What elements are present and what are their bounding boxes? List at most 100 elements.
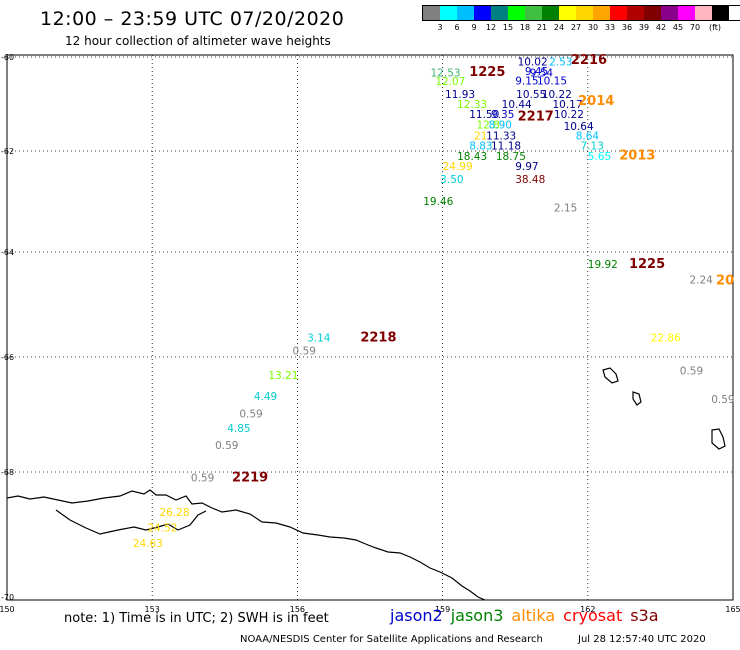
lon-label: 156 [290, 605, 305, 614]
legend-label: 24 [553, 23, 565, 32]
legend-label: 42 [655, 23, 667, 32]
legend-swatch [491, 6, 508, 20]
wave-height-value: 0.59 [215, 440, 238, 452]
wave-height-legend: 3 6 9 12 15 18 21 24 27 30 33 36 39 42 45 70 (ft) [422, 5, 740, 35]
island-2 [632, 391, 642, 406]
page-title: 12:00 – 23:59 UTC 07/20/2020 [40, 8, 345, 30]
island-1 [602, 367, 619, 384]
antarctic-coastline [6, 489, 486, 601]
wave-height-value: 38.48 [515, 174, 545, 186]
satellite-legend-item: jason2 [390, 606, 443, 625]
wave-height-value: 12.8 [476, 119, 499, 131]
lon-label: 153 [145, 605, 160, 614]
wave-height-value: 18.75 [496, 151, 526, 163]
legend-label: 3 [437, 23, 443, 32]
wave-height-value: 24.99 [443, 161, 473, 173]
wave-height-value: 5.65 [588, 151, 611, 163]
wave-height-value: 11.33 [486, 130, 516, 142]
coastal-inlet [55, 509, 207, 535]
legend-label: 12 [485, 23, 497, 32]
lon-label: 165 [725, 605, 740, 614]
wave-height-value: 3.14 [307, 332, 331, 344]
wave-height-value: 22.86 [651, 332, 681, 344]
pass-time-label: 2013 [619, 149, 655, 164]
lat-label: -62 [1, 147, 14, 156]
legend-swatch [423, 6, 440, 20]
wave-height-value: 9.35 [491, 109, 514, 121]
legend-label: 33 [604, 23, 616, 32]
wave-height-value: 7.13 [581, 141, 604, 153]
wave-height-value: 0.59 [239, 408, 262, 420]
wave-height-value: 12.33 [457, 99, 487, 111]
legend-label: 70 [689, 23, 701, 32]
legend-swatch [576, 6, 593, 20]
pass-time-label: 1225 [629, 257, 665, 272]
wave-height-value: 0.59 [191, 472, 214, 484]
satellite-legend-item: altika [511, 606, 556, 625]
legend-swatch [695, 6, 712, 20]
wave-height-value: 10.44 [502, 99, 532, 111]
pass-time-label: 2218 [360, 330, 396, 345]
wave-height-value: 10.22 [554, 109, 584, 121]
legend-swatch [644, 6, 661, 20]
wave-height-value: 10.02 [518, 56, 548, 68]
legend-swatch [508, 6, 525, 20]
legend-swatch [627, 6, 644, 20]
legend-unit: (ft) [708, 23, 722, 32]
wave-height-value: 19.92 [588, 259, 618, 271]
wave-height-value: 4.85 [227, 423, 250, 435]
map-frame [6, 54, 734, 601]
wave-height-value: 0.59 [293, 345, 316, 357]
legend-swatch [712, 6, 729, 20]
wave-height-value: 10.55 [516, 89, 546, 101]
legend-label: 45 [672, 23, 684, 32]
legend-swatch [474, 6, 491, 20]
wave-height-value: 9.97 [515, 161, 538, 173]
wave-height-value: 3.50 [440, 174, 463, 186]
legend-label: 30 [587, 23, 599, 32]
wave-height-value: 9.54 [530, 68, 554, 80]
wave-height-value: 0.59 [680, 365, 703, 377]
legend-label: 6 [454, 23, 460, 32]
wave-height-value: 12.07 [435, 76, 465, 88]
legend-label: 39 [638, 23, 650, 32]
lon-label: 162 [580, 605, 595, 614]
lat-lon-grid [7, 55, 733, 600]
wave-height-value: 8.83 [469, 141, 492, 153]
wave-height-value: 19.46 [423, 196, 453, 208]
wave-height-value: 0.59 [711, 394, 734, 406]
legend-labels: 3 6 9 12 15 18 21 24 27 30 33 36 39 42 45 70 (ft) [422, 21, 740, 35]
lon-label: 150 [0, 605, 15, 614]
coastline [6, 367, 726, 601]
lat-label: -64 [1, 248, 14, 257]
pass-time-label: 2217 [518, 109, 554, 124]
longitude-labels: 150 153 156 159 162 165 [0, 605, 740, 614]
legend-label: 9 [471, 23, 477, 32]
wave-height-value: 9.15 [515, 75, 538, 87]
pass-time-label: 2014 [578, 94, 614, 109]
pass-time-label: 2219 [232, 470, 268, 485]
satellite-legend-item: cryosat [563, 606, 623, 625]
wave-height-value: 18.43 [457, 151, 487, 163]
wave-height-value: 10.22 [542, 89, 572, 101]
legend-label: 15 [502, 23, 514, 32]
legend-swatch [661, 6, 678, 20]
legend-label: 21 [536, 23, 548, 32]
legend-label: 36 [621, 23, 633, 32]
legend-swatch [542, 6, 559, 20]
satellite-legend-item: jason3 [450, 606, 504, 625]
wave-height-value: 11.18 [491, 141, 521, 153]
footer-note: note: 1) Time is in UTC; 2) SWH is in fe… [64, 611, 329, 626]
wave-height-value: 13.21 [268, 370, 298, 382]
wave-height-value: 2.53 [549, 56, 572, 68]
credit-line: NOAA/NESDIS Center for Satellite Applica… [240, 634, 543, 645]
pass-time-label: 1225 [469, 65, 505, 80]
island-3 [711, 428, 726, 450]
legend-swatches [422, 5, 740, 21]
legend-swatch [525, 6, 542, 20]
lat-label: -66 [1, 353, 14, 362]
legend-swatch [440, 6, 457, 20]
wave-height-value: 24.52 [147, 522, 177, 534]
